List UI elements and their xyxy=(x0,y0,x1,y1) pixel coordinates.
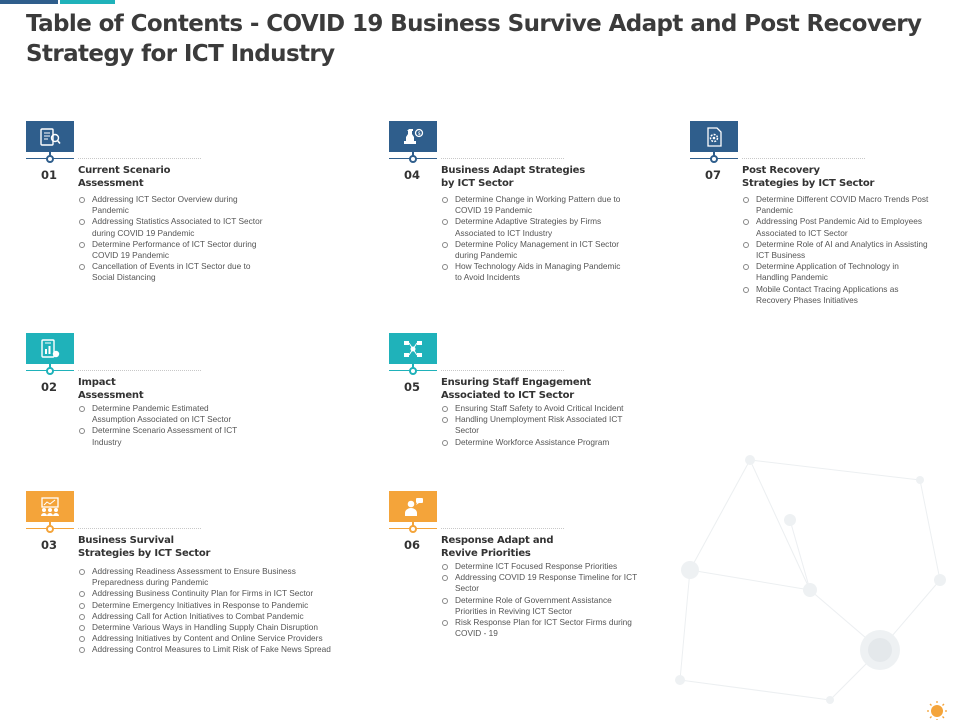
bullet-list: Determine Different COVID Macro Trends P… xyxy=(742,194,930,306)
section-heading: Ensuring Staff Engagement Associated to I… xyxy=(441,377,591,401)
list-item: Addressing Post Pandemic Aid to Employee… xyxy=(742,216,930,238)
document-gear-icon xyxy=(690,121,738,152)
list-item: Determine Different COVID Macro Trends P… xyxy=(742,194,930,216)
list-item: Determine Various Ways in Handling Suppl… xyxy=(78,622,346,633)
accent-bar-teal xyxy=(60,0,115,4)
list-item: Addressing Statistics Associated to ICT … xyxy=(78,216,266,238)
toc-section-01[interactable]: 01 Current Scenario Assessment Addressing… xyxy=(26,121,276,291)
list-item: Addressing Call for Action Initiatives t… xyxy=(78,611,346,622)
section-heading: Post Recovery Strategies by ICT Sector xyxy=(742,165,875,189)
timeline-dot xyxy=(409,525,417,533)
list-item: Handling Unemployment Risk Associated IC… xyxy=(441,414,633,436)
toc-section-04[interactable]: $ 04 Business Adapt Strategies by ICT Sec… xyxy=(389,121,649,291)
list-item: Mobile Contact Tracing Applications as R… xyxy=(742,284,930,306)
sun-icon xyxy=(927,701,947,720)
dotted-divider xyxy=(742,158,865,159)
section-heading: Business Survival Strategies by ICT Secto… xyxy=(78,535,211,559)
section-number: 05 xyxy=(404,380,421,394)
dotted-divider xyxy=(78,370,201,371)
section-number: 01 xyxy=(41,168,58,182)
dotted-divider xyxy=(441,158,564,159)
list-item: Determine Adaptive Strategies by Firms A… xyxy=(441,216,623,238)
section-heading: Impact Assessment xyxy=(78,377,144,401)
bullet-list: Determine Change in Working Pattern due … xyxy=(441,194,623,284)
section-number: 07 xyxy=(705,168,722,182)
list-item: Determine Application of Technology in H… xyxy=(742,261,930,283)
bullet-list: Determine ICT Focused Response Prioritie… xyxy=(441,561,637,639)
list-item: Addressing Initiatives by Content and On… xyxy=(78,633,346,644)
bullet-list: Determine Pandemic Estimated Assumption … xyxy=(78,403,246,448)
list-item: How Technology Aids in Managing Pandemic… xyxy=(441,261,623,283)
bullet-list: Ensuring Staff Safety to Avoid Critical … xyxy=(441,403,633,448)
list-item: Determine Role of AI and Analytics in As… xyxy=(742,239,930,261)
workflow-network-icon xyxy=(389,333,437,364)
section-number: 04 xyxy=(404,168,421,182)
timeline-dot xyxy=(409,155,417,163)
timeline-dot xyxy=(710,155,718,163)
list-item: Determine Emergency Initiatives in Respo… xyxy=(78,600,346,611)
document-chart-icon xyxy=(26,333,74,364)
section-heading: Response Adapt and Revive Priorities xyxy=(441,535,554,559)
network-background-graphic xyxy=(675,455,946,704)
section-heading: Business Adapt Strategies by ICT Sector xyxy=(441,165,586,189)
list-item: Addressing COVID 19 Response Timeline fo… xyxy=(441,572,637,594)
dotted-divider xyxy=(78,158,201,159)
timeline-dot xyxy=(46,367,54,375)
team-presentation-icon xyxy=(26,491,74,522)
toc-section-06[interactable]: 06 Response Adapt and Revive Priorities D… xyxy=(389,491,659,651)
list-item: Determine Role of Government Assistance … xyxy=(441,595,637,617)
list-item: Determine Policy Management in ICT Secto… xyxy=(441,239,623,261)
list-item: Risk Response Plan for ICT Sector Firms … xyxy=(441,617,637,639)
list-item: Addressing ICT Sector Overview during Pa… xyxy=(78,194,266,216)
list-item: Ensuring Staff Safety to Avoid Critical … xyxy=(441,403,633,414)
section-number: 06 xyxy=(404,538,421,552)
list-item: Determine Pandemic Estimated Assumption … xyxy=(78,403,246,425)
list-item: Determine Performance of ICT Sector duri… xyxy=(78,239,266,261)
toc-section-03[interactable]: 03 Business Survival Strategies by ICT Se… xyxy=(26,491,356,691)
list-item: Determine Scenario Assessment of ICT Ind… xyxy=(78,425,246,447)
list-item: Determine Change in Working Pattern due … xyxy=(441,194,623,216)
dotted-divider xyxy=(441,528,564,529)
toc-section-02[interactable]: 02 Impact Assessment Determine Pandemic E… xyxy=(26,333,276,463)
section-heading: Current Scenario Assessment xyxy=(78,165,171,189)
report-search-icon xyxy=(26,121,74,152)
list-item: Addressing Readiness Assessment to Ensur… xyxy=(78,566,346,588)
timeline-dot xyxy=(46,525,54,533)
svg-text:$: $ xyxy=(418,131,421,137)
bullet-list: Addressing Readiness Assessment to Ensur… xyxy=(78,566,346,656)
section-number: 02 xyxy=(41,380,58,394)
speaker-chat-icon xyxy=(389,491,437,522)
dotted-divider xyxy=(78,528,201,529)
bullet-list: Addressing ICT Sector Overview during Pa… xyxy=(78,194,266,284)
dotted-divider xyxy=(441,370,564,371)
accent-bar-navy xyxy=(0,0,58,4)
list-item: Addressing Control Measures to Limit Ris… xyxy=(78,644,346,655)
toc-section-05[interactable]: 05 Ensuring Staff Engagement Associated t… xyxy=(389,333,659,463)
list-item: Determine Workforce Assistance Program xyxy=(441,437,633,448)
timeline-dot xyxy=(46,155,54,163)
list-item: Addressing Business Continuity Plan for … xyxy=(78,588,346,599)
list-item: Cancellation of Events in ICT Sector due… xyxy=(78,261,266,283)
page-title: Table of Contents - COVID 19 Business Su… xyxy=(26,11,922,67)
timeline-dot xyxy=(409,367,417,375)
chess-strategy-icon: $ xyxy=(389,121,437,152)
section-number: 03 xyxy=(41,538,58,552)
list-item: Determine ICT Focused Response Prioritie… xyxy=(441,561,637,572)
toc-section-07[interactable]: 07 Post Recovery Strategies by ICT Sector… xyxy=(690,121,940,311)
